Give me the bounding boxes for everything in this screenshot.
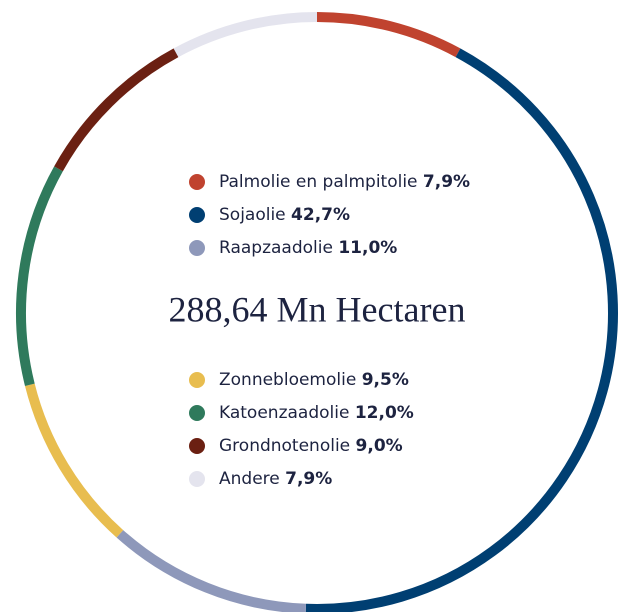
donut-segment	[16, 166, 63, 387]
legend-swatch	[189, 174, 205, 190]
legend-swatch	[189, 207, 205, 223]
legend-label: Raapzaadolie 11,0%	[219, 238, 397, 258]
legend-name: Raapzaadolie	[219, 238, 333, 258]
legend-label: Palmolie en palmpitolie 7,9%	[219, 172, 470, 192]
donut-segment	[305, 48, 618, 612]
legend-value: 11,0%	[338, 238, 397, 258]
legend-value: 9,0%	[356, 436, 403, 456]
donut-segment	[173, 12, 318, 58]
legend-name: Katoenzaadolie	[219, 403, 349, 423]
legend-swatch	[189, 240, 205, 256]
legend-value: 9,5%	[362, 370, 409, 390]
legend-swatch	[189, 405, 205, 421]
legend-value: 42,7%	[291, 205, 350, 225]
donut-segment	[24, 383, 124, 538]
legend-swatch	[189, 471, 205, 487]
legend-label: Grondnotenolie 9,0%	[219, 436, 403, 456]
legend-name: Andere	[219, 469, 280, 489]
center-label: 288,64 Mn Hectaren	[169, 289, 466, 329]
legend-label: Zonnebloemolie 9,5%	[219, 370, 409, 390]
legend-swatch	[189, 438, 205, 454]
legend-swatch	[189, 372, 205, 388]
legend-value: 12,0%	[355, 403, 414, 423]
legend-name: Palmolie en palmpitolie	[219, 172, 418, 192]
legend-value: 7,9%	[423, 172, 470, 192]
legend-label: Katoenzaadolie 12,0%	[219, 403, 414, 423]
donut-segment	[316, 12, 461, 58]
legend-name: Zonnebloemolie	[219, 370, 356, 390]
legend-value: 7,9%	[285, 469, 332, 489]
donut-segment	[54, 48, 179, 172]
legend-label: Andere 7,9%	[219, 469, 332, 489]
donut-segment	[116, 530, 307, 612]
legend-name: Sojaolie	[219, 205, 286, 225]
legend-name: Grondnotenolie	[219, 436, 350, 456]
legend-label: Sojaolie 42,7%	[219, 205, 350, 225]
